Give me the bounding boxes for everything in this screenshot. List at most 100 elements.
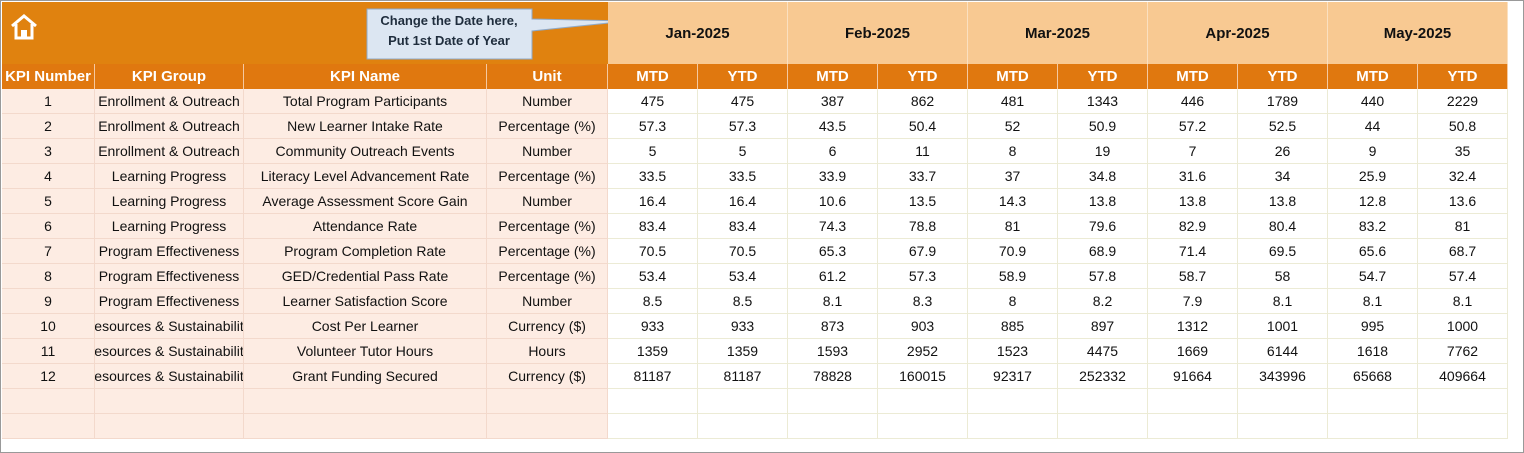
kpi-value: 52.5 [1238, 114, 1328, 139]
kpi-value: 68.7 [1418, 239, 1508, 264]
kpi-value: 343996 [1238, 364, 1328, 389]
kpi-value: 13.8 [1148, 189, 1238, 214]
kpi-value: 8.1 [1328, 289, 1418, 314]
kpi-value: 83.2 [1328, 214, 1418, 239]
kpi-value: 440 [1328, 89, 1418, 114]
kpi-value: 37 [968, 164, 1058, 189]
kpi-value: 7762 [1418, 339, 1508, 364]
column-header: MTD [788, 64, 878, 89]
column-header: YTD [1238, 64, 1328, 89]
kpi-unit: Number [487, 89, 608, 114]
kpi-value: 33.9 [788, 164, 878, 189]
kpi-unit: Percentage (%) [487, 214, 608, 239]
empty-cell [487, 414, 608, 439]
kpi-number: 8 [2, 264, 95, 289]
kpi-unit: Number [487, 189, 608, 214]
kpi-number: 1 [2, 89, 95, 114]
kpi-name: Volunteer Tutor Hours [244, 339, 487, 364]
kpi-value: 2229 [1418, 89, 1508, 114]
kpi-value: 8.5 [698, 289, 788, 314]
empty-cell [788, 389, 878, 414]
kpi-value: 885 [968, 314, 1058, 339]
kpi-value: 13.5 [878, 189, 968, 214]
home-icon[interactable] [9, 13, 39, 41]
kpi-value: 83.4 [608, 214, 698, 239]
kpi-value: 58.7 [1148, 264, 1238, 289]
kpi-value: 1593 [788, 339, 878, 364]
kpi-value: 92317 [968, 364, 1058, 389]
kpi-group: Enrollment & Outreach [95, 139, 244, 164]
kpi-unit: Number [487, 289, 608, 314]
empty-cell [878, 389, 968, 414]
empty-cell [1328, 414, 1418, 439]
callout-text: Change the Date here, [380, 13, 517, 28]
kpi-value: 1001 [1238, 314, 1328, 339]
kpi-value: 4475 [1058, 339, 1148, 364]
kpi-value: 8.1 [1238, 289, 1328, 314]
kpi-unit: Percentage (%) [487, 114, 608, 139]
kpi-number: 12 [2, 364, 95, 389]
kpi-value: 1359 [698, 339, 788, 364]
kpi-value: 74.3 [788, 214, 878, 239]
kpi-value: 446 [1148, 89, 1238, 114]
kpi-number: 9 [2, 289, 95, 314]
empty-cell [1058, 414, 1148, 439]
kpi-unit: Hours [487, 339, 608, 364]
kpi-value: 12.8 [1328, 189, 1418, 214]
kpi-value: 80.4 [1238, 214, 1328, 239]
kpi-value: 16.4 [698, 189, 788, 214]
column-header: YTD [698, 64, 788, 89]
kpi-value: 34.8 [1058, 164, 1148, 189]
empty-cell [487, 389, 608, 414]
column-header: YTD [1418, 64, 1508, 89]
month-header: Jan-2025 [608, 2, 788, 64]
kpi-value: 903 [878, 314, 968, 339]
kpi-unit: Percentage (%) [487, 164, 608, 189]
kpi-value: 31.6 [1148, 164, 1238, 189]
kpi-value: 81187 [698, 364, 788, 389]
kpi-name: Average Assessment Score Gain [244, 189, 487, 214]
kpi-value: 387 [788, 89, 878, 114]
kpi-value: 481 [968, 89, 1058, 114]
kpi-number: 2 [2, 114, 95, 139]
kpi-number: 3 [2, 139, 95, 164]
kpi-value: 8.1 [788, 289, 878, 314]
kpi-value: 61.2 [788, 264, 878, 289]
kpi-name: GED/Credential Pass Rate [244, 264, 487, 289]
kpi-value: 78.8 [878, 214, 968, 239]
kpi-name: New Learner Intake Rate [244, 114, 487, 139]
empty-cell [95, 414, 244, 439]
empty-cell [1238, 389, 1328, 414]
kpi-value: 6 [788, 139, 878, 164]
kpi-value: 71.4 [1148, 239, 1238, 264]
month-header: Feb-2025 [788, 2, 968, 64]
kpi-value: 57.3 [698, 114, 788, 139]
kpi-value: 65668 [1328, 364, 1418, 389]
kpi-name: Total Program Participants [244, 89, 487, 114]
kpi-group: Learning Progress [95, 214, 244, 239]
empty-cell [244, 389, 487, 414]
kpi-group: esources & Sustainabilit [95, 314, 244, 339]
kpi-group: Learning Progress [95, 189, 244, 214]
kpi-value: 57.8 [1058, 264, 1148, 289]
kpi-value: 933 [698, 314, 788, 339]
kpi-group: esources & Sustainabilit [95, 364, 244, 389]
column-header: MTD [968, 64, 1058, 89]
kpi-group: esources & Sustainabilit [95, 339, 244, 364]
kpi-value: 8 [968, 289, 1058, 314]
kpi-value: 8.5 [608, 289, 698, 314]
kpi-value: 26 [1238, 139, 1328, 164]
kpi-value: 32.4 [1418, 164, 1508, 189]
kpi-number: 6 [2, 214, 95, 239]
kpi-value: 13.8 [1238, 189, 1328, 214]
kpi-value: 8 [968, 139, 1058, 164]
kpi-value: 44 [1328, 114, 1418, 139]
kpi-value: 11 [878, 139, 968, 164]
empty-cell [2, 414, 95, 439]
callout-text: Put 1st Date of Year [388, 33, 510, 48]
empty-cell [1328, 389, 1418, 414]
column-header: YTD [1058, 64, 1148, 89]
kpi-value: 33.7 [878, 164, 968, 189]
kpi-value: 8.1 [1418, 289, 1508, 314]
empty-cell [968, 389, 1058, 414]
